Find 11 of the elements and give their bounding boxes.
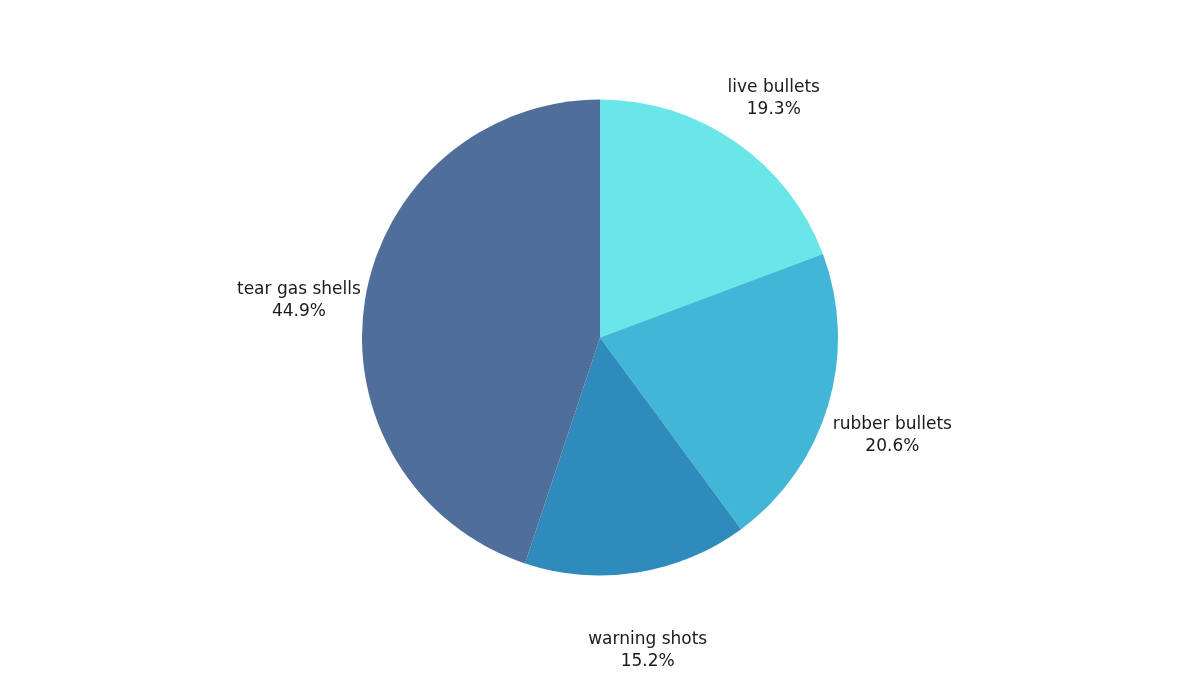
data-label: 44.9% — [271, 299, 326, 320]
data-label: 19.3% — [746, 97, 801, 118]
data-label: 20.6% — [865, 435, 920, 456]
pie-slice — [525, 337, 742, 576]
pie-slice — [362, 99, 600, 564]
slice-label: warning shots — [588, 627, 708, 648]
slice-label: tear gas shells — [237, 277, 361, 298]
slice-label: rubber bullets — [832, 413, 953, 434]
slice-label: live bullets — [727, 75, 821, 96]
data-label: 15.2% — [620, 649, 675, 670]
pie-slice — [600, 99, 823, 338]
